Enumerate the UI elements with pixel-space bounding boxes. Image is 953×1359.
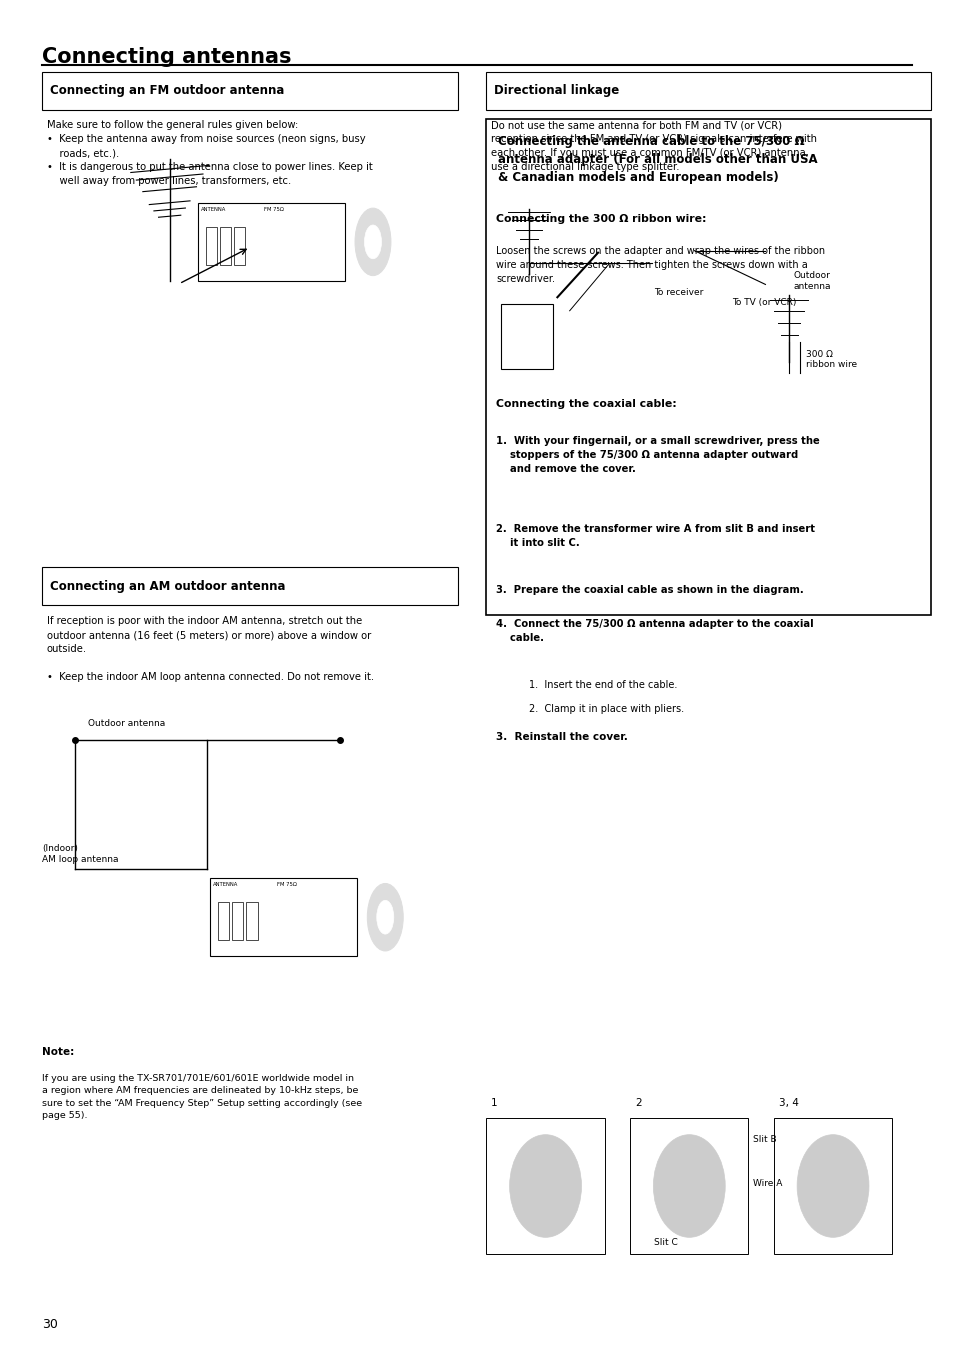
Text: 3.  Reinstall the cover.: 3. Reinstall the cover. [496,733,627,742]
Ellipse shape [87,939,149,1046]
Text: (Indoor)
AM loop antenna: (Indoor) AM loop antenna [42,844,118,864]
FancyBboxPatch shape [42,568,457,605]
FancyBboxPatch shape [206,227,216,265]
FancyBboxPatch shape [210,878,356,957]
Ellipse shape [355,208,391,276]
Text: Connecting the antenna cable to the 75/300 Ω
antenna adapter (For all models oth: Connecting the antenna cable to the 75/3… [497,135,817,185]
Ellipse shape [364,226,381,258]
FancyBboxPatch shape [486,120,930,614]
Text: 2.  Clamp it in place with pliers.: 2. Clamp it in place with pliers. [529,704,683,713]
Text: 3, 4: 3, 4 [778,1098,798,1108]
Text: Wire A: Wire A [752,1180,781,1188]
Text: Directional linkage: Directional linkage [494,84,618,96]
FancyBboxPatch shape [651,227,694,275]
FancyBboxPatch shape [486,72,930,110]
Text: Note:: Note: [42,1046,74,1057]
FancyBboxPatch shape [233,227,245,265]
Circle shape [320,900,345,935]
Text: FM 75Ω: FM 75Ω [276,882,296,887]
Circle shape [517,328,531,347]
Text: Loosen the screws on the adapter and wrap the wires of the ribbon
wire around th: Loosen the screws on the adapter and wra… [496,246,824,284]
Text: Make sure to follow the general rules given below:
•  Keep the antenna away from: Make sure to follow the general rules gi… [47,121,372,186]
Text: 300 Ω
ribbon wire: 300 Ω ribbon wire [805,349,857,370]
Text: Outdoor
antenna: Outdoor antenna [793,270,830,291]
Ellipse shape [98,958,137,1027]
Circle shape [509,1135,581,1237]
FancyBboxPatch shape [217,902,229,940]
Text: To TV (or VCR): To TV (or VCR) [732,298,796,307]
Text: Connecting antennas: Connecting antennas [42,48,292,68]
Text: Connecting an AM outdoor antenna: Connecting an AM outdoor antenna [50,580,285,593]
Text: 1.  With your fingernail, or a small screwdriver, press the
    stoppers of the : 1. With your fingernail, or a small scre… [496,436,819,474]
Ellipse shape [367,883,403,951]
FancyBboxPatch shape [486,1118,604,1253]
Circle shape [797,1135,868,1237]
Text: Connecting an FM outdoor antenna: Connecting an FM outdoor antenna [50,84,284,96]
Text: Connecting the coaxial cable:: Connecting the coaxial cable: [496,398,676,409]
Text: 3.  Prepare the coaxial cable as shown in the diagram.: 3. Prepare the coaxial cable as shown in… [496,584,802,595]
Circle shape [653,1135,724,1237]
Text: ANTENNA: ANTENNA [201,207,226,212]
FancyBboxPatch shape [198,202,344,281]
Ellipse shape [376,900,394,934]
FancyBboxPatch shape [630,1118,747,1253]
Text: FM 75Ω: FM 75Ω [264,207,284,212]
FancyBboxPatch shape [42,72,457,110]
Circle shape [503,328,517,347]
Circle shape [533,328,546,347]
Text: To receiver: To receiver [654,288,703,296]
FancyBboxPatch shape [232,902,243,940]
FancyBboxPatch shape [500,304,552,368]
FancyBboxPatch shape [219,227,231,265]
Text: If you are using the TX-SR701/701E/601/601E worldwide model in
a region where AM: If you are using the TX-SR701/701E/601/6… [42,1074,362,1120]
Text: Outdoor antenna: Outdoor antenna [89,719,166,728]
Text: Slit C: Slit C [653,1238,677,1246]
Text: 2: 2 [635,1098,640,1108]
Text: 2.  Remove the transformer wire A from slit B and insert
    it into slit C.: 2. Remove the transformer wire A from sl… [496,525,814,548]
Text: ANTENNA: ANTENNA [213,882,238,887]
Text: Do not use the same antenna for both FM and TV (or VCR)
reception since the FM a: Do not use the same antenna for both FM … [491,121,817,173]
Text: Slit B: Slit B [752,1135,776,1144]
Text: Connecting the 300 Ω ribbon wire:: Connecting the 300 Ω ribbon wire: [496,213,705,223]
Text: 4.  Connect the 75/300 Ω antenna adapter to the coaxial
    cable.: 4. Connect the 75/300 Ω antenna adapter … [496,618,813,643]
Text: If reception is poor with the indoor AM antenna, stretch out the
outdoor antenna: If reception is poor with the indoor AM … [47,616,374,682]
Text: 30: 30 [42,1317,58,1330]
FancyBboxPatch shape [773,1118,891,1253]
Circle shape [309,224,333,260]
Text: 1.  Insert the end of the cable.: 1. Insert the end of the cable. [529,680,677,689]
FancyBboxPatch shape [246,902,257,940]
Text: 1: 1 [491,1098,497,1108]
